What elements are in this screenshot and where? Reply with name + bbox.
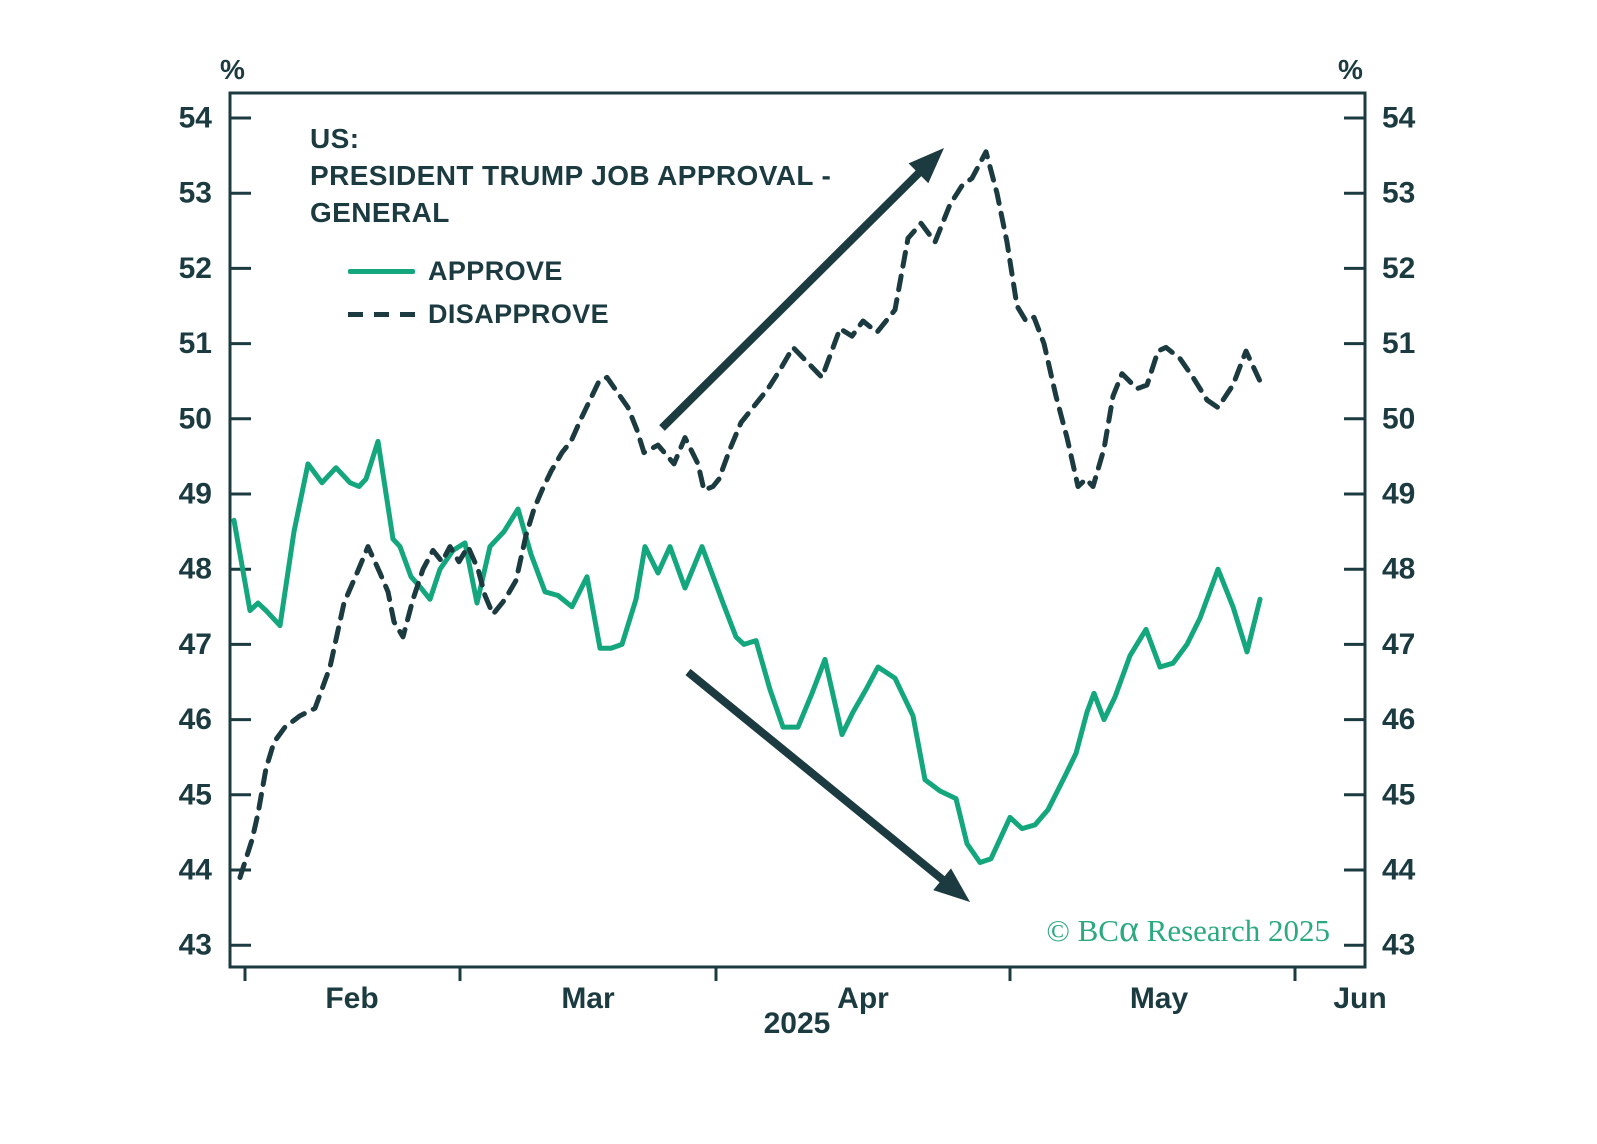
y-tick-label-right: 43	[1382, 929, 1415, 962]
y-tick-label-right: 48	[1382, 553, 1415, 586]
y-tick-label-left: 54	[179, 102, 213, 135]
y-tick-label-left: 51	[179, 327, 212, 360]
y-tick-label-left: 44	[179, 854, 213, 887]
y-tick-label-left: 53	[179, 177, 212, 210]
x-tick-label-mar: Mar	[561, 982, 615, 1015]
plot-border	[228, 91, 1367, 969]
y-tick-label-right: 53	[1382, 177, 1415, 210]
legend-item-approve: APPROVE	[348, 250, 609, 293]
credit-suffix: Research 2025	[1138, 913, 1330, 948]
y-tick-label-left: 49	[179, 478, 212, 511]
x-tick-label-feb: Feb	[325, 982, 378, 1015]
x-tick-label-jun: Jun	[1333, 982, 1386, 1015]
approve-line	[231, 438, 1263, 865]
y-tick-label-left: 50	[179, 402, 212, 435]
chart-title-line-2: PRESIDENT TRUMP JOB APPROVAL -	[310, 160, 832, 191]
up-trend-arrowhead	[908, 148, 944, 184]
down-trend-arrow-shaft	[685, 668, 950, 887]
legend-item-disapprove: DISAPPROVE	[348, 293, 609, 336]
y-tick-label-right: 50	[1382, 402, 1415, 435]
legend-label-approve: APPROVE	[428, 256, 563, 286]
y-tick-label-right: 46	[1382, 703, 1415, 736]
y-tick-label-right: 45	[1382, 778, 1415, 811]
y-tick-label-right: 52	[1382, 252, 1415, 285]
y-tick-label-right: 54	[1382, 102, 1416, 135]
chart-title-line-1: US:	[310, 123, 360, 154]
x-tick-label-may: May	[1130, 982, 1189, 1015]
y-tick-label-left: 52	[179, 252, 212, 285]
y-tick-label-right: 49	[1382, 478, 1415, 511]
disapprove-line-swatch	[348, 312, 415, 317]
x-axis-year-label: 2025	[764, 1007, 831, 1040]
legend: APPROVE DISAPPROVE	[348, 250, 609, 336]
y-tick-label-right: 51	[1382, 327, 1415, 360]
approve-line-swatch	[348, 269, 415, 274]
y-tick-label-left: 48	[179, 553, 212, 586]
y-tick-label-right: 47	[1382, 628, 1415, 661]
chart-title: US: PRESIDENT TRUMP JOB APPROVAL - GENER…	[310, 120, 831, 231]
x-tick-label-apr: Apr	[837, 982, 889, 1015]
up-trend-arrow-shaft	[659, 166, 926, 431]
y-tick-label-left: 43	[179, 929, 212, 962]
disapprove-line	[237, 149, 1263, 880]
y-axis-unit-left: %	[220, 54, 245, 85]
chart-title-line-3: GENERAL	[310, 197, 450, 228]
down-trend-arrowhead	[933, 868, 970, 902]
legend-label-disapprove: DISAPPROVE	[428, 299, 610, 329]
y-axis-unit-right: %	[1338, 54, 1363, 85]
bca-research-credit: © BCα Research 2025	[1046, 910, 1330, 949]
y-tick-label-left: 47	[179, 628, 212, 661]
y-tick-label-left: 46	[179, 703, 212, 736]
credit-prefix: © BC	[1046, 913, 1119, 948]
y-tick-label-left: 45	[179, 778, 212, 811]
credit-alpha-glyph: α	[1118, 908, 1139, 950]
y-tick-label-right: 44	[1382, 854, 1416, 887]
